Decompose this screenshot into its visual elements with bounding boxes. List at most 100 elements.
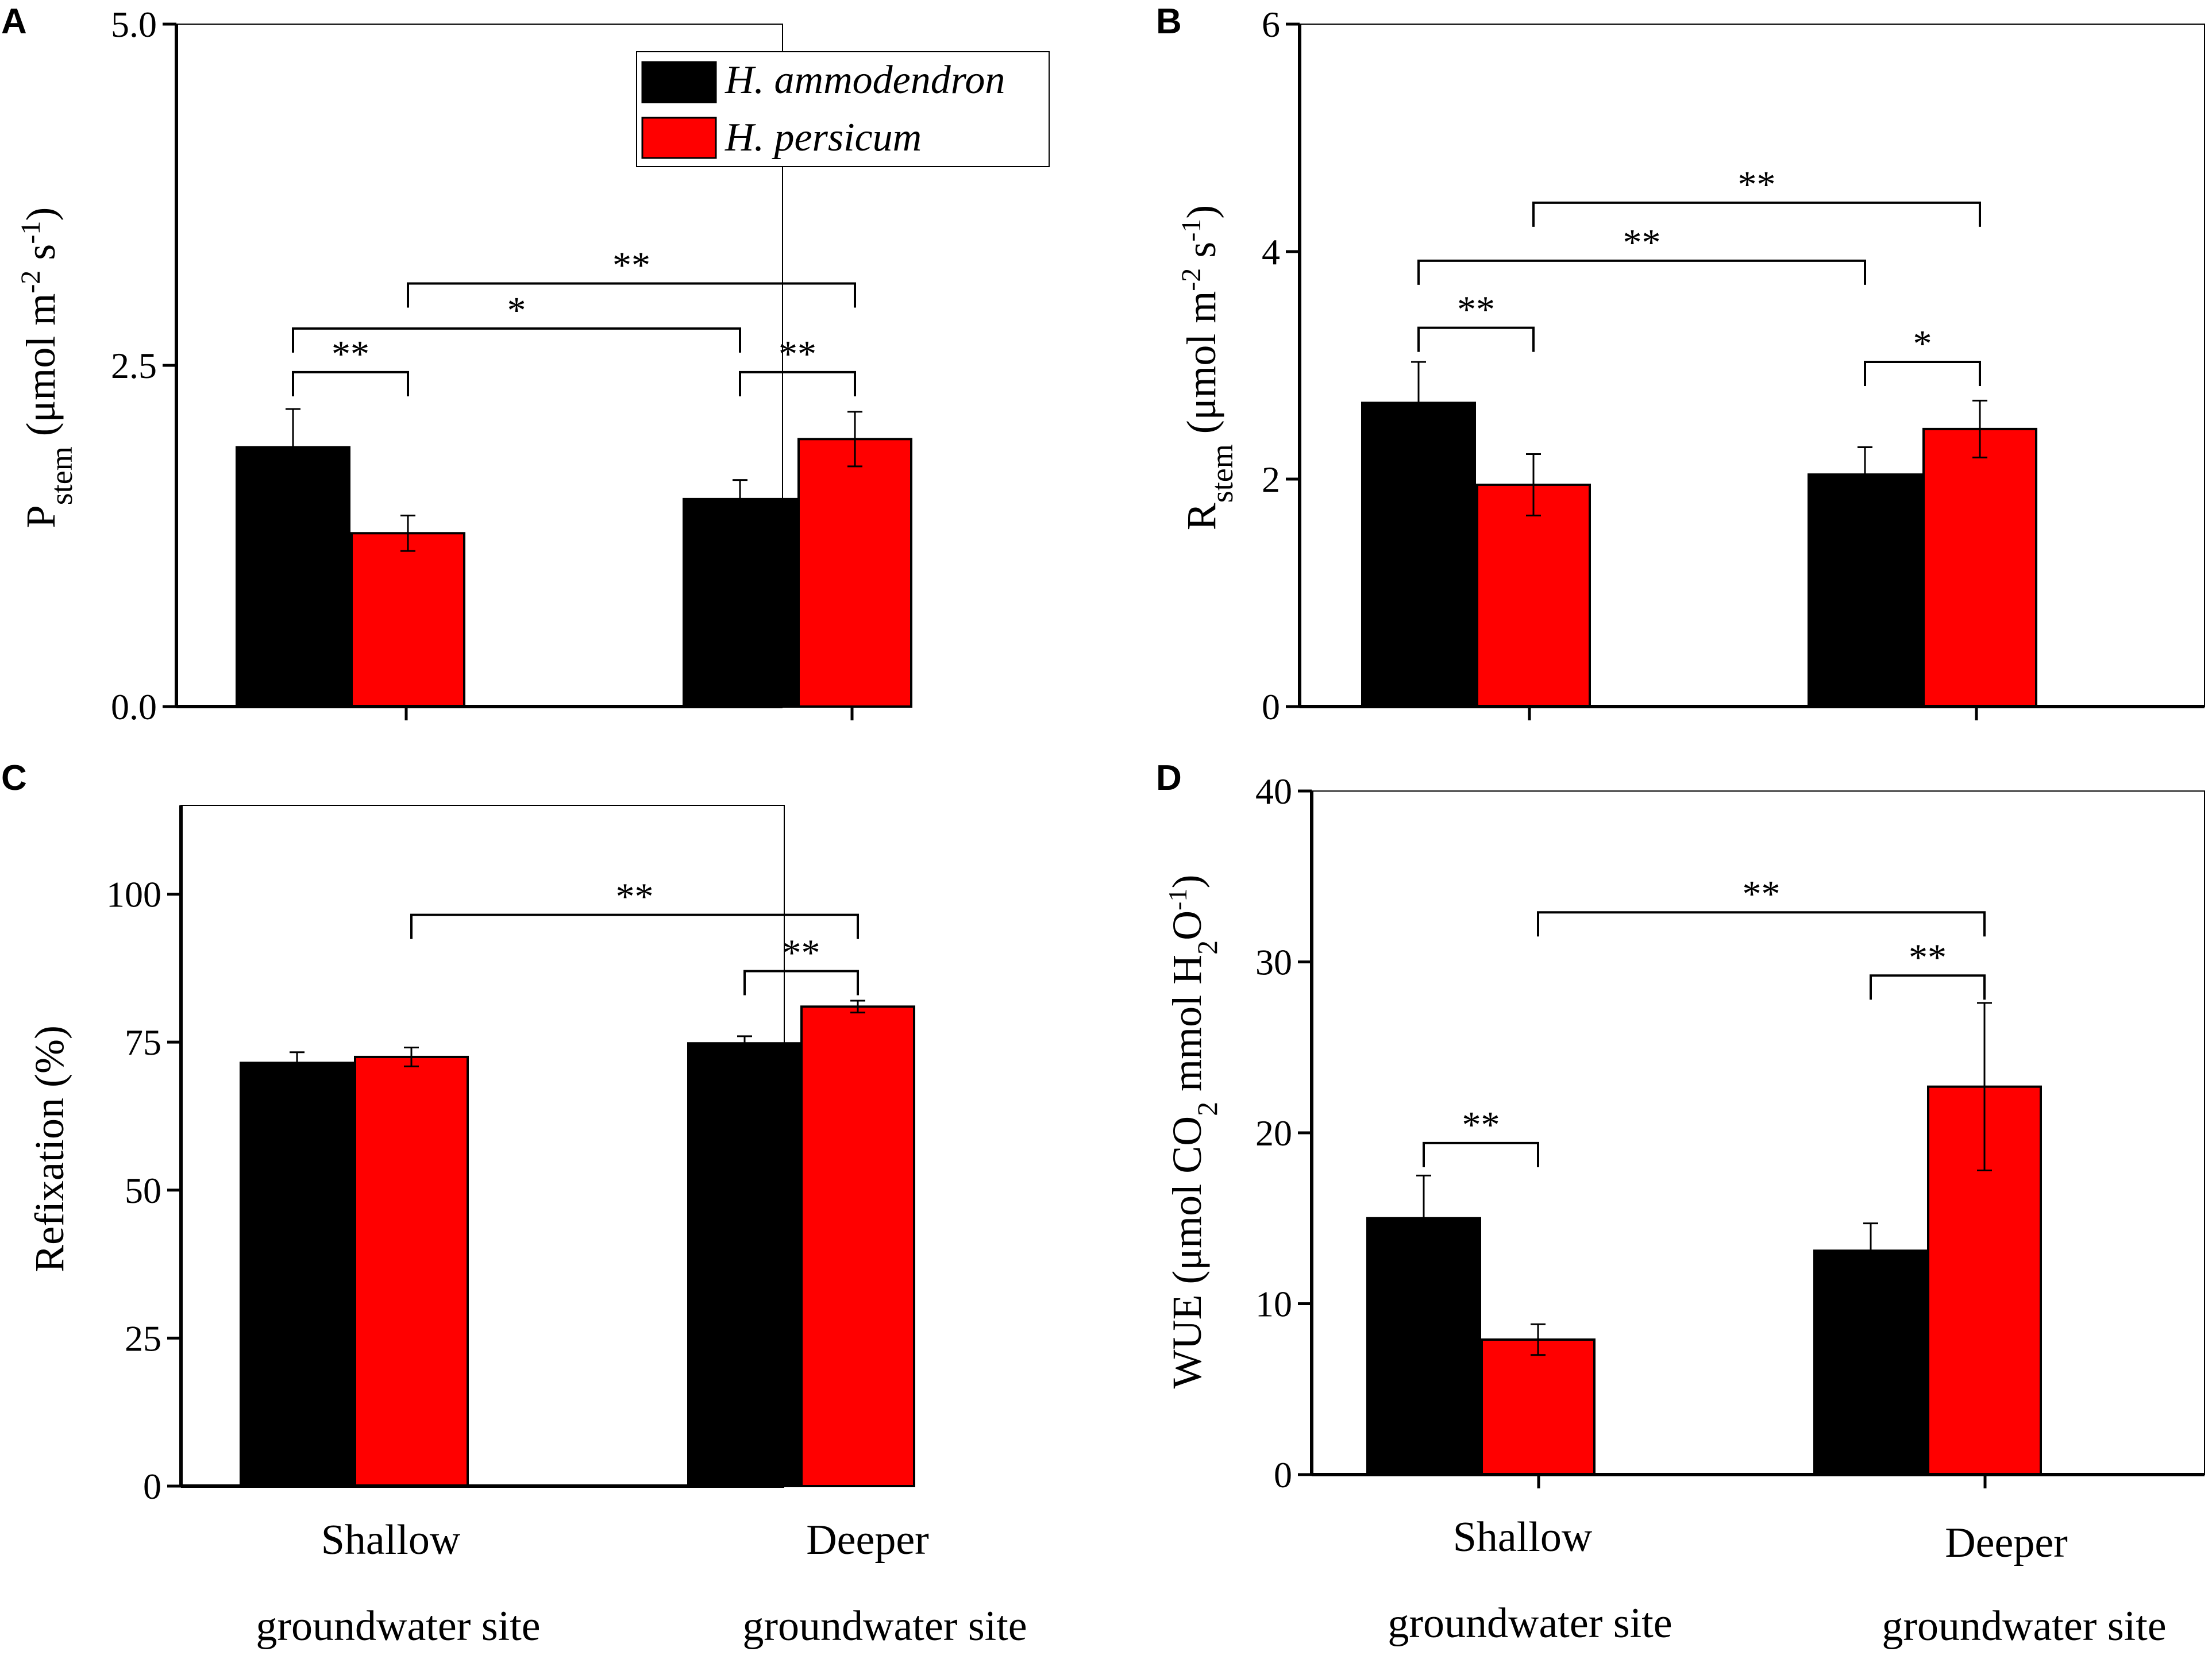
sig-label-b-0: ** <box>1457 289 1495 331</box>
bar-c-s1-c1 <box>240 1062 354 1487</box>
sig-bracket-c-1 <box>410 913 859 939</box>
errorbars-a <box>286 408 862 552</box>
bar-d-s1-c2 <box>1813 1249 1928 1476</box>
sig-bracket-b-0 <box>1417 326 1535 352</box>
sig-label-c-1: ** <box>616 876 654 918</box>
y-ticks-d: 0 10 20 30 40 <box>1255 771 1312 1495</box>
sig-label-a-2: ** <box>779 333 816 375</box>
bar-c-s1-c2 <box>687 1042 802 1487</box>
sig-bracket-a-1 <box>292 327 741 353</box>
sig-label-d-0: ** <box>1462 1104 1500 1146</box>
y-tick-label-a-0: 0.0 <box>111 686 157 727</box>
bars-b <box>1361 402 2037 708</box>
x-category-deeper-line1-c: Deeper <box>806 1517 929 1564</box>
significance-d: ** ** ** <box>1423 873 1986 1167</box>
y-tick-label-d-2: 20 <box>1255 1113 1292 1153</box>
sig-bracket-b-2 <box>1417 259 1866 285</box>
sig-bracket-d-0 <box>1423 1141 1539 1167</box>
bar-b-s2-c2 <box>1922 427 2037 708</box>
sig-label-a-0: ** <box>332 333 369 375</box>
sig-label-b-3: ** <box>1738 164 1776 206</box>
y-tick-label-a-1: 2.5 <box>111 345 157 386</box>
significance-b: ******* <box>1417 164 1981 387</box>
y-tick-label-a-2: 5.0 <box>111 4 157 45</box>
errorbars-b <box>1411 361 1987 516</box>
y-tick-label-b-0: 0 <box>1262 686 1280 727</box>
sig-label-c-0: ** <box>783 932 820 974</box>
bar-b-s2-c1 <box>1476 483 1591 708</box>
sig-bracket-a-3 <box>407 282 856 308</box>
y-ticks-a: 0.0 2.5 5.0 <box>111 4 176 727</box>
legend-swatch-h-persicum <box>641 117 717 159</box>
legend-swatch-h-ammodendron <box>641 61 717 103</box>
x-category-shallow-line1-c: Shallow <box>321 1517 461 1564</box>
sig-label-d-2: ** <box>1743 873 1781 915</box>
errorbars-d <box>1416 1002 1992 1356</box>
sig-label-b-1: * <box>1913 323 1932 365</box>
significance-a: ******* <box>292 244 856 396</box>
x-ticks-a <box>404 707 854 720</box>
bar-a-s1-c2 <box>683 497 797 708</box>
bar-b-s1-c1 <box>1361 402 1476 708</box>
bar-c-s2-c1 <box>354 1055 469 1488</box>
significance-c: ** ** <box>410 876 859 996</box>
panel-d: D ** ** ** 0 10 20 30 40 WUE (μmol CO2 mmol H2… <box>1156 758 2205 1650</box>
sig-bracket-c-0 <box>743 970 859 996</box>
x-category-shallow-line2-c: groundwater site <box>256 1603 540 1650</box>
x-ticks-b <box>1528 707 1978 720</box>
legend-label-h-ammodendron: H. ammodendron <box>725 58 1005 102</box>
bars-c <box>240 1005 915 1488</box>
bars-a <box>236 438 912 708</box>
x-category-deeper-line2-d: groundwater site <box>1882 1603 2166 1650</box>
bar-a-s2-c2 <box>797 438 912 708</box>
bar-d-s2-c1 <box>1481 1338 1596 1476</box>
y-tick-label-b-1: 2 <box>1262 459 1280 500</box>
legend: H. ammodendron H. persicum <box>636 51 1050 167</box>
x-category-deeper-line2-c: groundwater site <box>742 1603 1027 1650</box>
y-tick-label-c-4: 100 <box>106 874 161 915</box>
panel-letter-a: A <box>1 2 27 41</box>
y-axis-label-a: Pstem (μmol m-2 s-1) <box>16 207 79 528</box>
errorbars-c <box>290 1000 865 1075</box>
panel-letter-c: C <box>1 758 27 798</box>
bar-c-s2-c2 <box>800 1005 915 1487</box>
y-tick-label-d-1: 10 <box>1255 1284 1292 1325</box>
y-tick-label-b-2: 4 <box>1262 232 1280 272</box>
sig-bracket-b-3 <box>1532 201 1981 227</box>
y-tick-label-d-4: 40 <box>1255 771 1292 812</box>
y-tick-label-c-0: 0 <box>143 1466 161 1507</box>
panel-c: C ** ** 0 25 50 75 100 Refixation (%) Shallow… <box>1 758 1027 1650</box>
panel-letter-d: D <box>1156 758 1182 798</box>
bar-b-s1-c2 <box>1808 473 1922 708</box>
sig-bracket-d-2 <box>1537 911 1986 937</box>
y-tick-label-c-3: 75 <box>125 1022 161 1063</box>
bar-a-s2-c1 <box>350 532 465 708</box>
y-tick-label-d-0: 0 <box>1274 1454 1292 1495</box>
panel-letter-b: B <box>1156 2 1182 41</box>
y-tick-label-d-3: 30 <box>1255 942 1292 983</box>
x-category-deeper-line1-d: Deeper <box>1945 1519 2068 1567</box>
sig-bracket-a-2 <box>739 371 856 396</box>
y-tick-label-c-2: 50 <box>125 1170 161 1211</box>
y-tick-label-b-3: 6 <box>1262 4 1280 45</box>
sig-label-a-1: * <box>507 290 526 331</box>
legend-label-h-persicum: H. persicum <box>725 115 922 160</box>
sig-bracket-d-1 <box>1870 974 1986 1000</box>
y-axis-label-c: Refixation (%) <box>26 1025 72 1272</box>
x-category-shallow-line2-d: groundwater site <box>1388 1600 1672 1647</box>
sig-label-d-1: ** <box>1909 936 1947 978</box>
x-category-shallow-line1-d: Shallow <box>1453 1514 1593 1561</box>
y-axis-label-d: WUE (μmol CO2 mmol H2O-1) <box>1163 875 1224 1389</box>
y-ticks-b: 0 2 4 6 <box>1262 4 1300 727</box>
y-ticks-c: 0 25 50 75 100 <box>106 874 181 1507</box>
x-ticks-d <box>1537 1475 1987 1488</box>
sig-bracket-a-0 <box>292 371 409 396</box>
panel-a: A ******* 0.02.55.0 Pstem (μmol m-2 s-1)… <box>1 2 1050 727</box>
sig-bracket-b-1 <box>1864 361 1981 387</box>
y-tick-label-c-1: 25 <box>125 1318 161 1359</box>
sig-label-b-2: ** <box>1623 222 1661 264</box>
sig-label-a-3: ** <box>612 244 650 286</box>
y-axis-label-b: Rstem (μmol m-2 s-1) <box>1176 205 1240 531</box>
